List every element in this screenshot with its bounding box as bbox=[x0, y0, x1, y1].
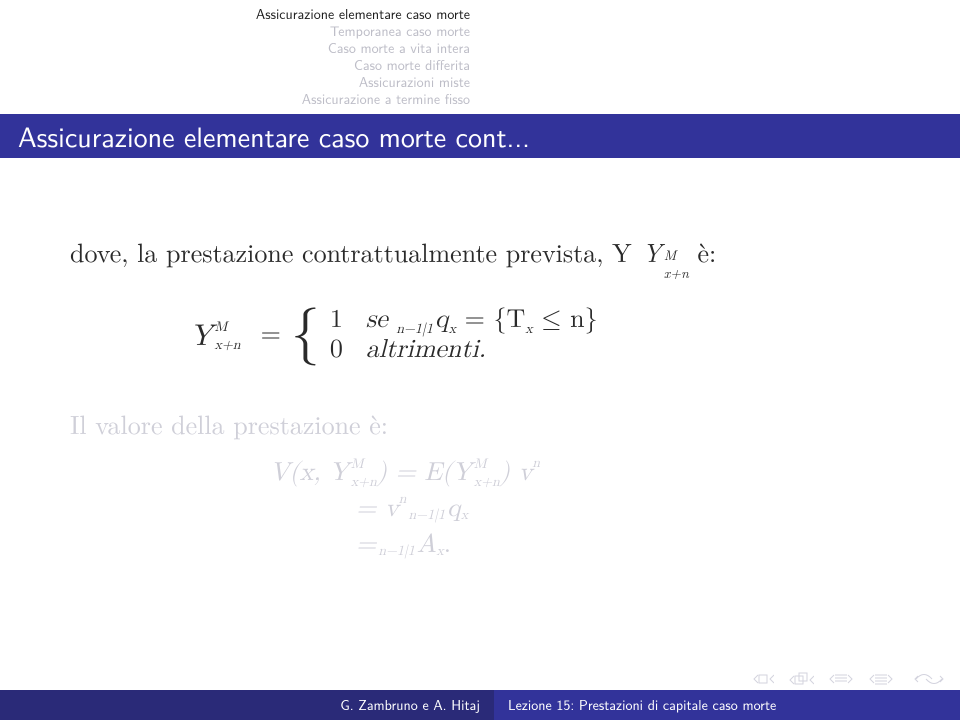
brace-icon: { bbox=[291, 305, 320, 363]
intro-tail: è: bbox=[689, 233, 716, 270]
val1-sup1: M bbox=[351, 457, 377, 471]
val3-a: = bbox=[356, 528, 376, 563]
val1-b: ) = E(Y bbox=[377, 456, 472, 491]
val3-Asub: x bbox=[436, 542, 443, 561]
slide-title: Assicurazione elementare caso morte cont… bbox=[0, 114, 960, 158]
cases-equation: Y M x+n = { 1 se n−1|1qx = {Tx ≤ n} 0 al… bbox=[190, 306, 890, 366]
footer-authors: G. Zambruno e A. Hitaj bbox=[0, 690, 494, 720]
intro-text: dove, la prestazione contrattualmente pr… bbox=[70, 233, 632, 270]
val1-a: V(x, Y bbox=[270, 456, 349, 491]
val2-q: q bbox=[447, 492, 461, 527]
breadcrumb: Assicurazione elementare caso morte Temp… bbox=[0, 6, 470, 108]
value-equations: V(x, YMx+n) = E(YMx+n) vn = vn n−1|1qx =… bbox=[270, 455, 890, 563]
equals-1: = bbox=[261, 318, 281, 353]
intro-sup: M bbox=[664, 248, 689, 262]
nav-prev-icon[interactable] bbox=[788, 672, 814, 686]
val1-supn: n bbox=[532, 454, 540, 473]
footer-title: Lezione 15: Prestazioni di capitale caso… bbox=[494, 690, 960, 720]
intro-sub: x+n bbox=[664, 266, 689, 280]
value-label: Il valore della prestazione è: bbox=[70, 406, 890, 441]
case1-qsub: x bbox=[449, 322, 456, 336]
val2-qsub: x bbox=[461, 506, 468, 525]
case1-mid: = {T bbox=[456, 307, 525, 333]
nav-next-icon[interactable] bbox=[828, 673, 854, 685]
breadcrumb-item-5[interactable]: Assicurazione a termine fisso bbox=[0, 91, 470, 108]
intro-line: dove, la prestazione contrattualmente pr… bbox=[70, 230, 890, 278]
footer: G. Zambruno e A. Hitaj Lezione 15: Prest… bbox=[0, 690, 960, 720]
val1-sub2: x+n bbox=[474, 475, 500, 489]
case2-txt: altrimenti. bbox=[366, 333, 486, 368]
nav-first-icon[interactable] bbox=[752, 673, 774, 685]
val1-c: ) v bbox=[500, 456, 532, 491]
nav-back-icon[interactable] bbox=[914, 672, 944, 686]
case1-se: se bbox=[366, 307, 396, 333]
case1-q: q bbox=[435, 307, 449, 333]
lhs-Y: Y bbox=[190, 316, 213, 357]
slide-content: dove, la prestazione contrattualmente pr… bbox=[70, 230, 890, 563]
val1-sub1: x+n bbox=[351, 475, 377, 489]
lhs-sup: M bbox=[215, 320, 241, 334]
val3-presub: n−1|1 bbox=[378, 542, 415, 561]
nav-last-icon[interactable] bbox=[868, 673, 894, 685]
val2-presub: n−1|1 bbox=[408, 506, 445, 525]
case2-val: 0 bbox=[330, 333, 366, 368]
case1-tail: ≤ n} bbox=[533, 307, 598, 333]
case1-tsub: x bbox=[525, 322, 532, 336]
case1-presub: n−1|1 bbox=[396, 322, 433, 336]
val2-supn: n bbox=[399, 490, 407, 509]
val3-tail: . bbox=[444, 528, 451, 563]
val1-sup2: M bbox=[474, 457, 500, 471]
val3-A: A bbox=[417, 528, 437, 563]
val2-a: = v bbox=[356, 492, 399, 527]
nav-symbols bbox=[752, 672, 944, 686]
lhs-sub: x+n bbox=[215, 338, 241, 352]
